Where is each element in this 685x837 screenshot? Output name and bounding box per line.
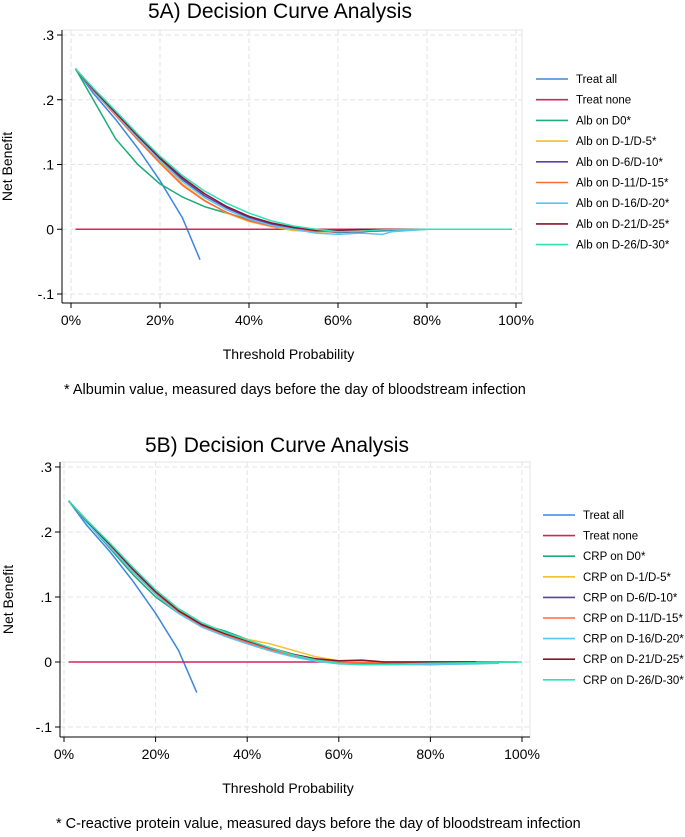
x-axis-title: Threshold Probability [222,780,354,796]
chart-panel-b: 5B) Decision Curve Analysis -.1 0 .1 .2 .3 0% 2… [0,432,685,837]
x-axis-title: Threshold Probability [223,346,355,362]
x-tick-label: 60% [325,746,353,762]
x-tick-label: 100% [504,746,540,762]
series-line-alb-on-d-26-d-30 [74,68,512,233]
x-tick-label: 80% [416,746,444,762]
legend-label: CRP on D-16/D-20* [583,634,684,646]
x-tick-label: 20% [142,746,170,762]
legend-label: CRP on D0* [583,551,646,563]
y-tick-label: .2 [40,524,52,540]
y-tick-label: .1 [42,157,54,173]
x-tick-label: 0% [61,312,81,328]
legend-label: CRP on D-11/D-15* [583,613,683,625]
legend-label: Treat all [576,74,617,86]
y-tick-label: .1 [40,589,52,605]
legend-label: CRP on D-6/D-10* [583,592,678,604]
y-tick-label: 0 [46,221,54,237]
legend-label: CRP on D-21/D-25* [583,654,684,666]
x-tick-label: 40% [233,746,261,762]
chart-title-text: Decision Curve Analysis [183,434,409,457]
legend-label: Treat none [576,95,631,107]
chart-svg-a: -.1 0 .1 .2 .3 0% 20% 40% 60% 80% 100% Threshold Pr… [0,27,670,362]
chart-panel-a: 5A) Decision Curve Analysis -.1 0 .1 .2 .3 0% 2… [0,0,685,418]
legend-label: Alb on D-16/D-20* [576,198,670,210]
legend-label: Alb on D-26/D-30* [576,240,670,252]
chart-title: 5B) Decision Curve Analysis [145,434,409,458]
series-line-alb-on-d-11-d-15 [74,68,512,233]
legend-label: Treat all [583,510,624,522]
y-tick-label: -.1 [36,719,53,735]
x-tick-label: 80% [413,312,441,328]
plot-frame [59,461,531,738]
x-tick-label: 0% [54,746,74,762]
x-tick-label: 40% [235,312,263,328]
legend-label: Treat none [583,531,638,543]
legend-label: Alb on D-21/D-25* [576,219,670,231]
legend-label: CRP on D-1/D-5* [583,572,672,584]
series-line-crp-on-d-6-d-10 [68,500,477,665]
legend-label: Alb on D0* [576,115,632,127]
legend-label: Alb on D-6/D-10* [576,157,663,169]
series-line-alb-on-d-1-d-5 [74,68,472,233]
series-line-crp-on-d-21-d-25 [68,500,477,663]
x-tick-label: 100% [498,312,534,328]
chart-title-text: Decision Curve Analysis [186,0,412,23]
x-tick-label: 20% [146,312,174,328]
panel-label: 5B) [145,434,178,457]
x-tick-label: 60% [324,312,352,328]
chart-title: 5A) Decision Curve Analysis [148,0,412,24]
series-line-alb-on-d-21-d-25 [74,68,512,232]
series-line-treat-all [74,68,201,260]
series-line-crp-on-d-1-d-5 [68,500,477,665]
footnote: * C-reactive protein value, measured day… [56,816,581,832]
y-tick-label: 0 [44,654,52,670]
series-line-alb-on-d-16-d-20 [74,68,512,236]
series-line-treat-all [67,500,198,693]
legend-label: Alb on D-1/D-5* [576,136,657,148]
y-tick-label: .2 [42,92,54,108]
y-axis-title: Net Benefit [0,565,16,634]
plot-frame [61,29,523,304]
y-tick-label: .3 [40,459,52,475]
panel-label: 5A) [148,0,181,23]
footnote: * Albumin value, measured days before th… [64,382,526,398]
series-line-crp-on-d-11-d-15 [68,500,477,664]
y-axis-title: Net Benefit [0,132,15,201]
chart-svg-b: -.1 0 .1 .2 .3 0% 20% 40% 60% 80% 100% Threshold Pr… [0,459,684,796]
y-tick-label: .3 [42,27,54,43]
series-line-alb-on-d-6-d-10 [74,68,512,234]
series-line-crp-on-d-26-d-30 [68,500,523,666]
legend-label: CRP on D-26/D-30* [583,675,684,687]
series-line-alb-on-d0 [74,68,512,233]
legend-label: Alb on D-11/D-15* [576,178,669,190]
y-tick-label: -.1 [38,286,55,302]
